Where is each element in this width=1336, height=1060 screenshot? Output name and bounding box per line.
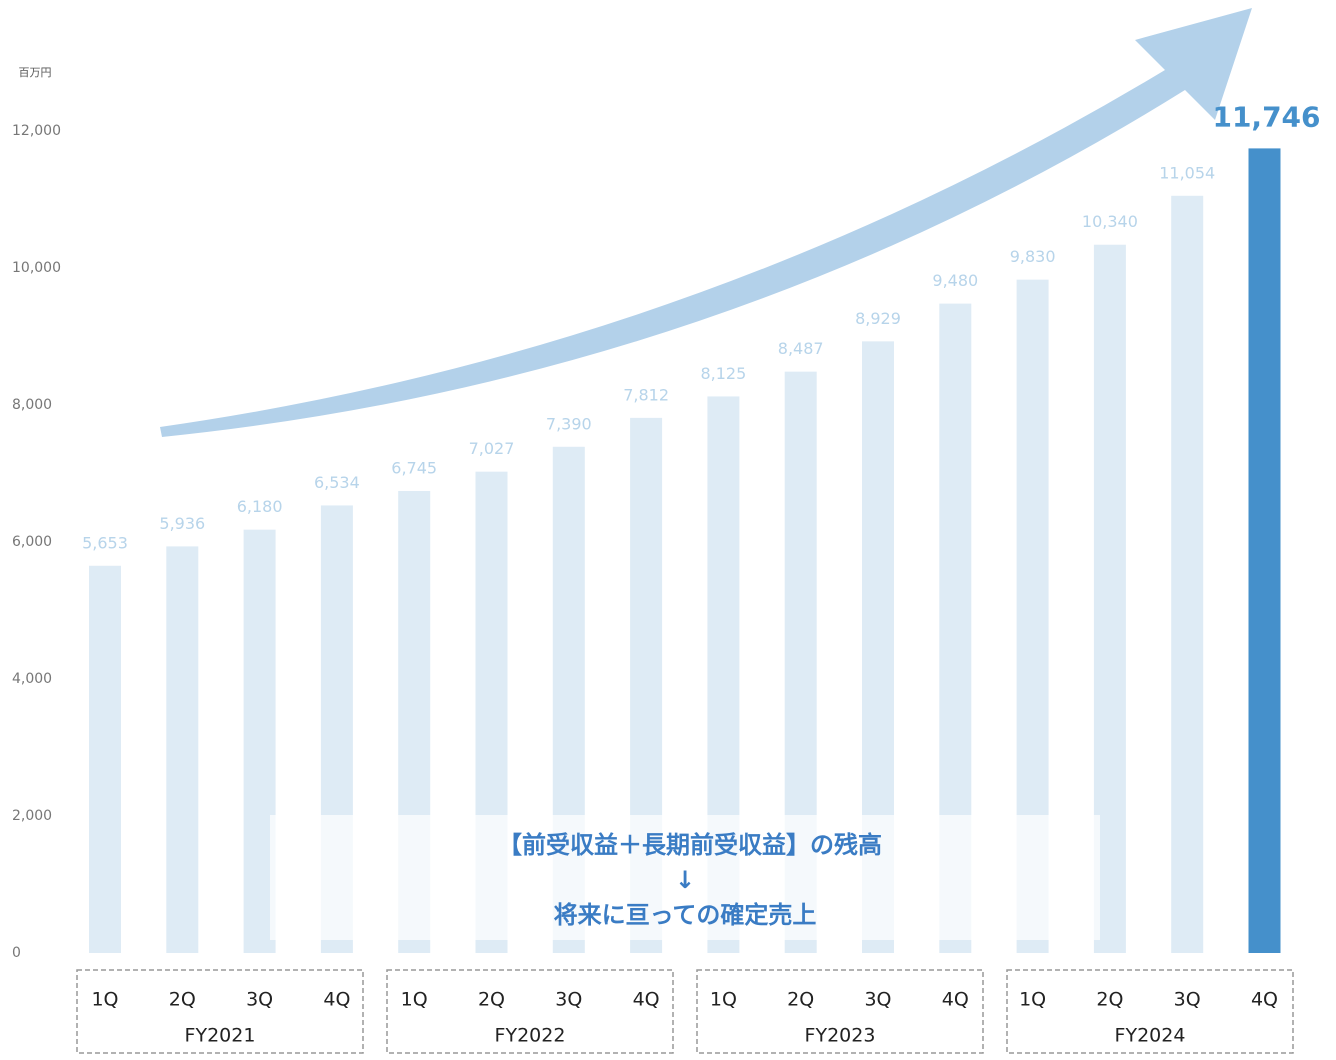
x-tick-label: 2Q [787, 989, 814, 1011]
value-label: 9,480 [932, 271, 978, 290]
y-tick-label: 2,000 [12, 808, 52, 824]
value-label: 6,745 [391, 458, 437, 477]
group-box [386, 969, 674, 1054]
x-tick-label: 1Q [401, 989, 428, 1011]
y-tick-label: 4,000 [12, 671, 52, 687]
value-label: 5,653 [82, 533, 128, 552]
group-box [1006, 969, 1294, 1054]
group-label: FY2024 [1115, 1025, 1186, 1047]
value-label: 6,534 [314, 473, 360, 492]
value-label: 8,125 [700, 364, 746, 383]
value-label: 9,830 [1010, 247, 1056, 266]
x-tick-label: 3Q [555, 989, 582, 1011]
value-label: 8,929 [855, 309, 901, 328]
y-tick-label: 6,000 [12, 534, 52, 550]
value-label: 10,340 [1082, 212, 1138, 231]
x-tick-label: 1Q [710, 989, 737, 1011]
value-label: 5,936 [159, 514, 205, 533]
annotation: 【前受収益＋長期前受収益】の残高 [498, 831, 882, 859]
y-tick-label: 10,000 [12, 260, 61, 276]
bar [166, 546, 199, 953]
value-label: 8,487 [778, 339, 824, 358]
x-tick-label: 4Q [633, 989, 660, 1011]
x-tick-label: 3Q [246, 989, 273, 1011]
bar [89, 565, 121, 953]
y-tick-label: 0 [12, 945, 21, 961]
bar [1171, 195, 1204, 953]
annotation-box [270, 815, 1100, 940]
unit-label: 百万円 [19, 66, 52, 79]
x-tick-label: 2Q [478, 989, 505, 1011]
x-tick-label: 1Q [91, 989, 118, 1011]
x-tick-label: 4Q [323, 989, 350, 1011]
x-tick-label: 4Q [1251, 989, 1278, 1011]
group-label: FY2022 [495, 1025, 566, 1047]
x-tick-label: 2Q [1096, 989, 1123, 1011]
group-box [76, 969, 364, 1054]
x-tick-label: 1Q [1019, 989, 1046, 1011]
value-label: 11,054 [1159, 163, 1215, 182]
value-label: 7,027 [469, 439, 515, 458]
annotation: 将来に亘っての確定売上 [554, 901, 817, 929]
annotation: ↓ [675, 866, 695, 894]
x-tick-label: 4Q [942, 989, 969, 1011]
group-box [696, 969, 984, 1054]
value-label: 7,812 [623, 385, 669, 404]
group-label: FY2023 [805, 1025, 876, 1047]
x-tick-label: 2Q [169, 989, 196, 1011]
x-tick-label: 3Q [864, 989, 891, 1011]
value-label: 7,390 [546, 414, 592, 433]
value-label: 11,746 [1212, 100, 1320, 133]
y-tick-label: 8,000 [12, 397, 52, 413]
group-label: FY2021 [185, 1025, 256, 1047]
bar [1248, 148, 1281, 954]
x-tick-label: 3Q [1174, 989, 1201, 1011]
value-label: 6,180 [237, 497, 283, 516]
y-tick-label: 12,000 [12, 123, 61, 139]
